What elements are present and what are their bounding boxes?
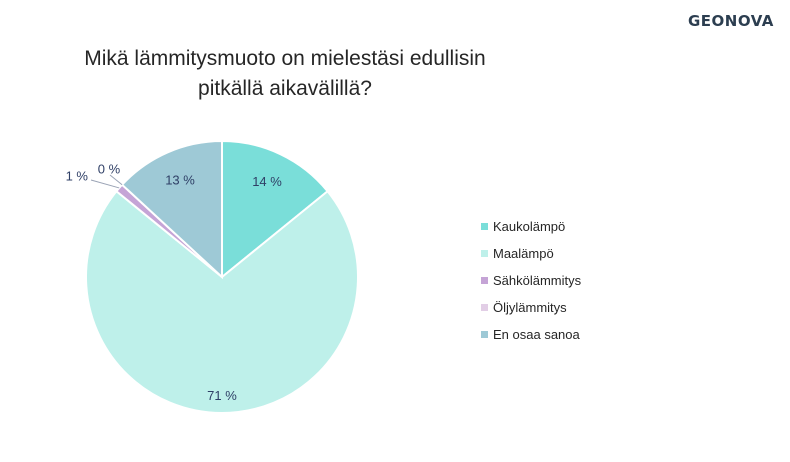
legend-item-oljylammitys: Öljylämmitys: [481, 294, 581, 321]
pie-slice-kaukolampo: [221, 139, 329, 280]
leader-line-sahkolammitys: [90, 179, 120, 189]
legend-label-kaukolampo: Kaukolämpö: [493, 219, 566, 234]
legend-label-en-osaa-sanoa: En osaa sanoa: [493, 327, 580, 342]
chart-title: Mikä lämmitysmuoto on mielestäsi edullis…: [40, 44, 530, 104]
legend-label-maalampo: Maalämpö: [493, 246, 554, 261]
data-label-en-osaa-sanoa: 13 %: [165, 173, 195, 188]
data-label-sahkolammitys: 1 %: [66, 168, 89, 183]
chart-title-line-2: pitkällä aikavälillä?: [198, 77, 372, 100]
legend-swatch-sahkolammitys: [481, 277, 488, 284]
legend-swatch-oljylammitys: [481, 304, 488, 311]
legend-swatch-maalampo: [481, 250, 488, 257]
chart-title-line-1: Mikä lämmitysmuoto on mielestäsi edullis…: [84, 47, 486, 70]
chart-legend: Kaukolämpö Maalämpö Sähkölämmitys Öljylä…: [481, 213, 581, 348]
data-label-kaukolampo: 14 %: [252, 174, 282, 189]
legend-label-sahkolammitys: Sähkölämmitys: [493, 273, 582, 288]
legend-item-maalampo: Maalämpö: [481, 240, 581, 267]
data-label-oljylammitys: 0 %: [98, 161, 121, 176]
pie-slice-en-osaa-sanoa: [120, 139, 223, 280]
data-label-maalampo: 71 %: [207, 388, 237, 403]
legend-swatch-en-osaa-sanoa: [481, 331, 488, 338]
legend-label-oljylammitys: Öljylämmitys: [493, 300, 567, 315]
legend-item-kaukolampo: Kaukolämpö: [481, 213, 581, 240]
brand-logo: GEONOVA: [688, 12, 774, 30]
pie-slice-maalampo: [85, 189, 359, 414]
legend-item-en-osaa-sanoa: En osaa sanoa: [481, 321, 581, 348]
leader-line-oljylammitys: [109, 174, 123, 186]
legend-swatch-kaukolampo: [481, 223, 488, 230]
legend-item-sahkolammitys: Sähkölämmitys: [481, 267, 581, 294]
